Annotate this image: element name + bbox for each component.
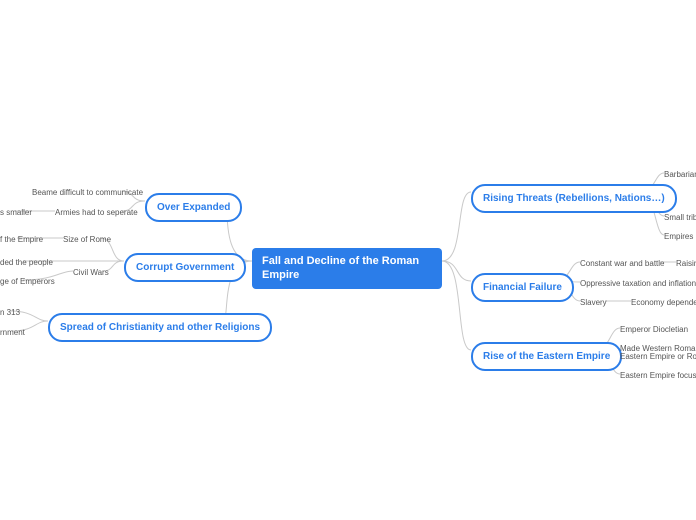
leaf-node[interactable]: Size of Rome: [63, 235, 111, 244]
leaf-node[interactable]: Eastern Empire focused on: [620, 371, 696, 380]
leaf-node[interactable]: f the Empire: [0, 235, 43, 244]
branch-christianity[interactable]: Spread of Christianity and other Religio…: [48, 313, 272, 342]
leaf-node[interactable]: s smaller: [0, 208, 32, 217]
leaf-node[interactable]: Civil Wars: [73, 268, 109, 277]
leaf-node[interactable]: Barbarian: [664, 170, 696, 179]
leaf-node[interactable]: Oppressive taxation and inflation: [580, 279, 696, 288]
leaf-node[interactable]: Emperor Diocletian: [620, 325, 688, 334]
leaf-node[interactable]: ge of Emperors: [0, 277, 55, 286]
leaf-node[interactable]: Small trib: [664, 213, 696, 222]
leaf-node[interactable]: Raisin: [676, 259, 696, 268]
branch-over-expanded[interactable]: Over Expanded: [145, 193, 242, 222]
center-node[interactable]: Fall and Decline of the Roman Empire: [252, 248, 442, 289]
branch-corrupt-gov[interactable]: Corrupt Government: [124, 253, 246, 282]
leaf-node[interactable]: Constant war and battle: [580, 259, 665, 268]
branch-financial[interactable]: Financial Failure: [471, 273, 574, 302]
branch-eastern[interactable]: Rise of the Eastern Empire: [471, 342, 622, 371]
leaf-node[interactable]: Economy dependent or: [631, 298, 696, 307]
leaf-node[interactable]: n 313: [0, 308, 20, 317]
leaf-node[interactable]: Empires: [664, 232, 693, 241]
leaf-node[interactable]: Beame difficult to communicate: [32, 188, 143, 197]
branch-rising-threats[interactable]: Rising Threats (Rebellions, Nations…): [471, 184, 677, 213]
leaf-node[interactable]: ded the people: [0, 258, 53, 267]
leaf-node[interactable]: Slavery: [580, 298, 607, 307]
leaf-node[interactable]: Eastern Empire or Rome: [620, 352, 696, 361]
leaf-node[interactable]: rnment: [0, 328, 25, 337]
leaf-node[interactable]: Armies had to seperate: [55, 208, 138, 217]
